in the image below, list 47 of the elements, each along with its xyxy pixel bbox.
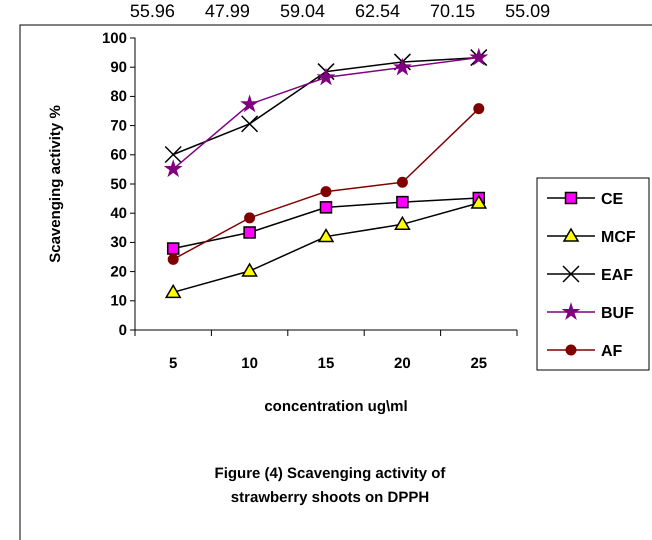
point — [240, 94, 260, 112]
point — [396, 196, 409, 208]
y-tick-label: 10 — [110, 292, 127, 310]
x-tick-label: 20 — [394, 355, 411, 372]
point — [396, 176, 408, 188]
point — [317, 62, 335, 80]
y-tick-label: 50 — [110, 176, 127, 193]
y-axis-title: Scavenging activity % — [47, 105, 64, 263]
point — [240, 115, 258, 133]
point — [394, 216, 410, 230]
x-tick-label: 15 — [318, 355, 334, 372]
legend-label: AF — [601, 343, 623, 360]
y-tick-label: 70 — [110, 117, 127, 134]
x-axis-title: concentration ug\ml — [264, 398, 408, 415]
point — [242, 263, 258, 277]
text: 55.96 47.99 59.04 62.54 70.15 55.09 — [130, 1, 550, 21]
point — [244, 212, 256, 224]
legend-label: MCF — [601, 229, 636, 246]
point — [165, 284, 181, 298]
y-tick-label: 60 — [110, 146, 127, 164]
x-tick-label: 5 — [169, 355, 178, 372]
y-tick-label: 20 — [110, 263, 127, 280]
point — [318, 228, 334, 242]
y-tick-label: 90 — [110, 59, 127, 76]
point — [166, 242, 180, 255]
point — [320, 201, 332, 214]
point — [394, 53, 412, 71]
point — [316, 68, 336, 86]
text: Figure (4) Scavenging activity of strawberry shoots on DPPH — [214, 465, 446, 506]
legend-label: EAF — [601, 267, 634, 284]
y-tick-label: 100 — [102, 30, 127, 47]
y-tick-label: 80 — [110, 88, 127, 106]
y-tick-label: 0 — [118, 322, 127, 339]
legend-label: CE — [601, 191, 624, 208]
y-tick-label: 40 — [110, 205, 127, 222]
point — [392, 58, 412, 76]
point — [164, 146, 182, 164]
point — [320, 186, 332, 198]
x-tick-label: 10 — [241, 355, 258, 372]
y-tick-label: 30 — [110, 234, 127, 252]
point — [164, 159, 183, 178]
point — [473, 103, 484, 114]
point — [168, 254, 179, 265]
point — [471, 195, 487, 209]
x-tick-label: 25 — [470, 355, 488, 372]
point — [243, 226, 256, 239]
legend-label: BUF — [601, 305, 634, 322]
